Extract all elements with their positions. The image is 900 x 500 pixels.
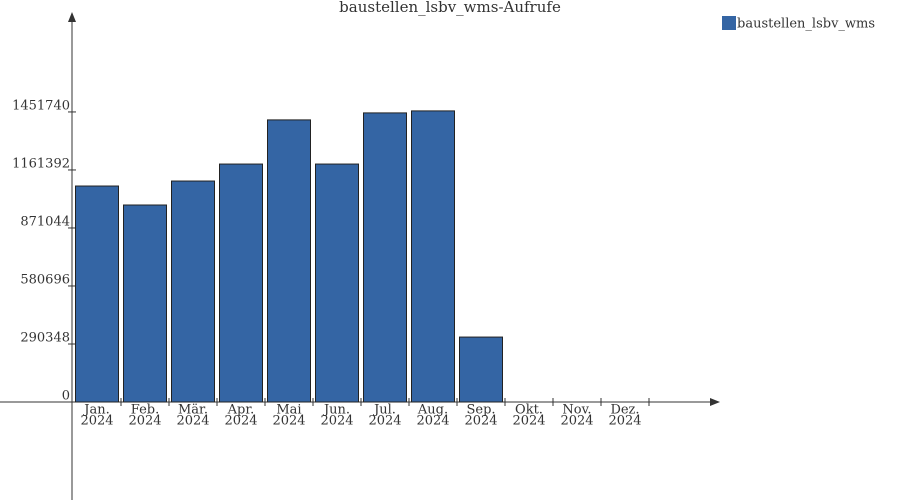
bar <box>123 204 167 403</box>
x-tick-label: Dez. <box>610 403 639 418</box>
x-tick-label: Apr. <box>227 403 255 418</box>
x-tick-label: 2024 <box>176 414 209 429</box>
y-tick-label: 290348 <box>20 330 70 345</box>
y-tick-label: 871044 <box>20 214 70 229</box>
chart-title: baustellen_lsbv_wms-Aufrufe <box>339 0 561 16</box>
bar <box>459 336 503 403</box>
x-tick-label: Mär. <box>178 403 208 418</box>
x-tick-label: Jan. <box>82 403 109 418</box>
x-tick-label: Sep. <box>466 403 495 418</box>
x-tick-label: 2024 <box>608 414 641 429</box>
x-tick-label: 2024 <box>416 414 449 429</box>
y-tick-label: 1161392 <box>12 156 70 171</box>
legend-swatch <box>722 16 736 30</box>
y-tick-label: 0 <box>62 389 70 404</box>
x-tick-label: Mai <box>276 403 301 418</box>
x-tick-label: Nov. <box>562 403 591 418</box>
y-tick-label: 580696 <box>20 272 70 287</box>
bar <box>75 185 119 403</box>
x-tick-label: 2024 <box>272 414 305 429</box>
x-tick-label: 2024 <box>560 414 593 429</box>
x-tick-label: Okt. <box>515 403 543 418</box>
x-tick-label: 2024 <box>320 414 353 429</box>
x-tick-label: 2024 <box>464 414 497 429</box>
y-tick-label: 1451740 <box>12 98 70 113</box>
bar <box>219 163 263 403</box>
x-tick-label: 2024 <box>512 414 545 429</box>
bar <box>267 119 311 403</box>
bar <box>411 110 455 403</box>
x-tick-label: Aug. <box>417 403 448 418</box>
x-tick-label: 2024 <box>224 414 257 429</box>
x-tick-label: 2024 <box>128 414 161 429</box>
bar <box>171 180 215 403</box>
x-axis-arrow <box>710 398 720 406</box>
x-tick-label: 2024 <box>368 414 401 429</box>
x-tick-label: Feb. <box>131 403 159 418</box>
legend-label: baustellen_lsbv_wms <box>737 17 875 32</box>
y-axis-arrow <box>68 12 76 22</box>
bar <box>363 112 407 403</box>
bar <box>315 163 359 403</box>
x-tick-label: Jul. <box>372 403 396 418</box>
x-tick-label: Jun. <box>322 403 350 418</box>
x-tick-label: 2024 <box>80 414 113 429</box>
